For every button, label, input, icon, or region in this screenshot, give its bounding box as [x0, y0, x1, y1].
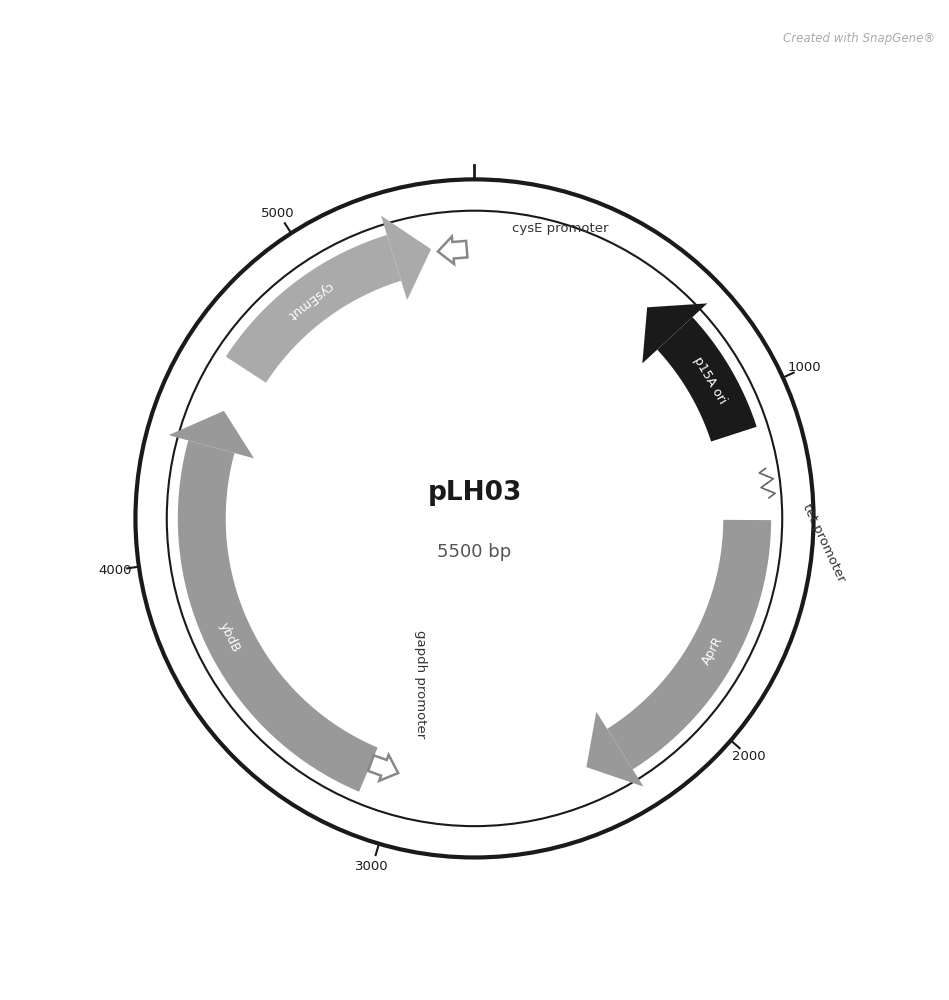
- Text: 3000: 3000: [356, 860, 389, 873]
- Text: cysEmut: cysEmut: [285, 279, 336, 322]
- Polygon shape: [381, 216, 431, 300]
- Text: 2000: 2000: [732, 750, 766, 763]
- Polygon shape: [642, 303, 707, 363]
- Text: cysE promoter: cysE promoter: [512, 222, 608, 235]
- Text: AprR: AprR: [699, 634, 726, 667]
- Text: p15A ori: p15A ori: [691, 355, 729, 407]
- Text: 5000: 5000: [261, 207, 295, 220]
- Text: Created with SnapGene®: Created with SnapGene®: [783, 32, 935, 45]
- Text: ybdB: ybdB: [216, 620, 242, 655]
- Text: gapdh promoter: gapdh promoter: [415, 630, 427, 738]
- Polygon shape: [658, 317, 756, 442]
- Polygon shape: [226, 235, 401, 383]
- Text: 4000: 4000: [99, 564, 132, 577]
- Text: pLH03: pLH03: [427, 480, 522, 506]
- Polygon shape: [586, 712, 643, 787]
- Text: 5500 bp: 5500 bp: [437, 543, 512, 561]
- Polygon shape: [177, 440, 378, 792]
- Text: tet promoter: tet promoter: [800, 502, 848, 584]
- Polygon shape: [169, 411, 254, 458]
- Polygon shape: [607, 520, 772, 769]
- Text: 1000: 1000: [788, 361, 822, 374]
